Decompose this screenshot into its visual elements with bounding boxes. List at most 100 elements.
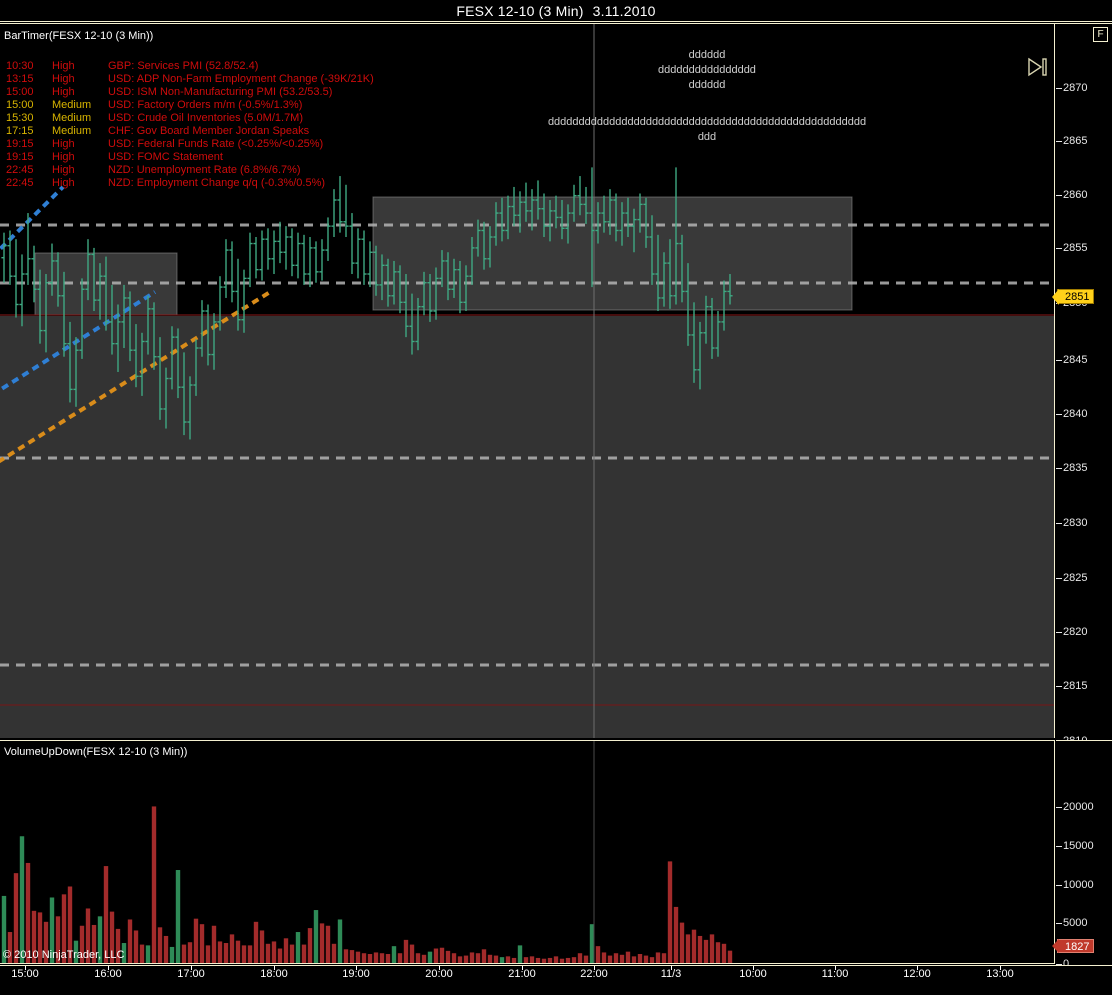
price-axis-tick-mark bbox=[1056, 247, 1062, 249]
volume-axis-tick-mark bbox=[1056, 845, 1062, 847]
window-title-instrument: FESX 12-10 (3 Min) bbox=[456, 2, 584, 19]
time-axis-tick-mark bbox=[917, 966, 918, 970]
time-axis-tick-label: 21:00 bbox=[508, 968, 536, 980]
time-axis-tick-mark bbox=[594, 966, 595, 970]
news-events-list: 10:30 High GBP: Services PMI (52.8/52.4) 13… bbox=[6, 60, 374, 190]
text-annotation: dddddd bbox=[688, 79, 726, 91]
time-axis-tick-mark bbox=[25, 966, 26, 970]
price-axis-tick-mark bbox=[1056, 631, 1062, 633]
fullscreen-f-button[interactable]: F bbox=[1093, 27, 1108, 42]
price-axis-tick-label: 2855 bbox=[1063, 242, 1088, 254]
time-axis-tick-mark bbox=[356, 966, 357, 970]
price-axis-tick-mark bbox=[1056, 522, 1062, 524]
news-event-text: USD: ADP Non-Farm Employment Change (-39… bbox=[108, 73, 374, 85]
price-axis-tick-label: 2845 bbox=[1063, 354, 1088, 366]
price-axis-tick-label: 2825 bbox=[1063, 572, 1088, 584]
price-axis-tick-mark bbox=[1056, 194, 1062, 196]
price-axis-tick: 2855 bbox=[1056, 242, 1087, 254]
price-axis-tick-mark bbox=[1056, 140, 1062, 142]
news-event-text: NZD: Employment Change q/q (-0.3%/0.5%) bbox=[108, 177, 326, 189]
price-axis-tick-label: 2860 bbox=[1063, 189, 1088, 201]
news-event-text: CHF: Gov Board Member Jordan Speaks bbox=[108, 125, 310, 137]
price-axis-tick-label: 2835 bbox=[1063, 462, 1088, 474]
price-axis-tick-label: 2840 bbox=[1063, 408, 1088, 420]
time-axis-tick-label: 19:00 bbox=[342, 968, 370, 980]
volume-baseline bbox=[0, 963, 1054, 964]
price-axis-tick-label: 2865 bbox=[1063, 135, 1088, 147]
text-annotation: dddddd bbox=[688, 49, 726, 61]
volume-chart-canvas bbox=[0, 741, 1054, 964]
news-event-impact: Medium bbox=[52, 125, 92, 137]
time-axis-tick-label: 11:00 bbox=[821, 968, 849, 980]
news-event-time: 19:15 bbox=[6, 138, 34, 150]
news-event-text: USD: Federal Funds Rate (<0.25%/<0.25%) bbox=[108, 138, 324, 150]
volume-indicator-label: VolumeUpDown(FESX 12-10 (3 Min)) bbox=[4, 746, 188, 758]
time-axis-tick-mark bbox=[671, 966, 672, 970]
price-axis-tick-mark bbox=[1056, 467, 1062, 469]
volume-axis-tick-mark bbox=[1056, 806, 1062, 808]
news-event-impact: High bbox=[52, 164, 75, 176]
window-title-date: 3.11.2010 bbox=[592, 2, 656, 19]
time-axis-tick-label: 13:00 bbox=[986, 968, 1014, 980]
last-volume-marker: 1827 bbox=[1051, 939, 1095, 953]
chart-frame: BarTimer(FESX 12-10 (3 Min)) 10:30 High GB… bbox=[0, 23, 1112, 995]
news-event-row: 19:15 High USD: Federal Funds Rate (<0.25%… bbox=[6, 138, 374, 151]
news-event-text: USD: Crude Oil Inventories (5.0M/1.7M) bbox=[108, 112, 304, 124]
price-axis-tick-mark bbox=[1056, 413, 1062, 415]
price-axis-tick: 2840 bbox=[1056, 408, 1087, 420]
price-axis[interactable]: F 28702865286028552850284528402835283028… bbox=[1051, 24, 1112, 747]
news-event-impact: High bbox=[52, 151, 75, 163]
news-event-text: USD: FOMC Statement bbox=[108, 151, 223, 163]
volume-axis-tick: 10000 bbox=[1056, 879, 1094, 891]
time-axis-tick-label: 16:00 bbox=[94, 968, 122, 980]
news-event-row: 19:15 High USD: FOMC Statement bbox=[6, 151, 374, 164]
time-axis-tick-mark bbox=[1000, 966, 1001, 970]
time-axis-tick-label: 11/3 bbox=[660, 968, 682, 980]
price-pane[interactable]: BarTimer(FESX 12-10 (3 Min)) 10:30 High GB… bbox=[0, 24, 1055, 738]
text-annotation: dddddddddddddddd bbox=[658, 64, 756, 76]
volume-axis-tick-label: 10000 bbox=[1063, 879, 1094, 891]
news-event-row: 15:00 Medium USD: Factory Orders m/m (-0.5… bbox=[6, 99, 374, 112]
price-axis-tick-label: 2820 bbox=[1063, 626, 1088, 638]
last-price-marker: 2851 bbox=[1051, 289, 1095, 305]
window-title-bar: FESX 12-10 (3 Min) 3.11.2010 bbox=[0, 0, 1112, 22]
news-event-text: GBP: Services PMI (52.8/52.4) bbox=[108, 60, 259, 72]
copyright-label: © 2010 NinjaTrader, LLC bbox=[3, 949, 125, 961]
volume-axis-tick: 15000 bbox=[1056, 840, 1094, 852]
volume-axis-tick: 0 bbox=[1056, 958, 1069, 970]
price-axis-tick: 2820 bbox=[1056, 626, 1087, 638]
news-event-text: NZD: Unemployment Rate (6.8%/6.7%) bbox=[108, 164, 301, 176]
text-annotation: ddd bbox=[697, 131, 717, 143]
news-event-row: 15:30 Medium USD: Crude Oil Inventories (5… bbox=[6, 112, 374, 125]
news-event-row: 13:15 High USD: ADP Non-Farm Employment Ch… bbox=[6, 73, 374, 86]
news-event-time: 19:15 bbox=[6, 151, 34, 163]
news-event-impact: Medium bbox=[52, 112, 92, 124]
time-axis-tick-label: 15:00 bbox=[11, 968, 39, 980]
news-event-impact: High bbox=[52, 177, 75, 189]
news-event-impact: High bbox=[52, 73, 75, 85]
price-axis-tick: 2865 bbox=[1056, 135, 1087, 147]
price-axis-tick-label: 2815 bbox=[1063, 680, 1088, 692]
price-axis-tick: 2870 bbox=[1056, 82, 1087, 94]
time-axis-tick-mark bbox=[274, 966, 275, 970]
price-axis-tick: 2860 bbox=[1056, 189, 1087, 201]
time-axis-tick-label: 18:00 bbox=[260, 968, 288, 980]
time-axis[interactable]: 15:00 16:00 17:00 18:00 19:00 20:00 21:00 22:00… bbox=[0, 965, 1112, 995]
price-axis-tick: 2825 bbox=[1056, 572, 1087, 584]
volume-axis-tick: 5000 bbox=[1056, 917, 1087, 929]
volume-axis[interactable]: 20000 15000 10000 5000 0 1827 bbox=[1051, 740, 1112, 970]
news-event-impact: High bbox=[52, 86, 75, 98]
news-event-time: 15:00 bbox=[6, 99, 34, 111]
price-axis-tick-mark bbox=[1056, 87, 1062, 89]
time-axis-tick-mark bbox=[753, 966, 754, 970]
time-axis-tick-label: 20:00 bbox=[425, 968, 453, 980]
skip-to-end-icon[interactable] bbox=[1026, 56, 1048, 78]
volume-axis-tick-mark bbox=[1056, 922, 1062, 924]
price-axis-tick: 2830 bbox=[1056, 517, 1087, 529]
price-axis-tick-label: 2830 bbox=[1063, 517, 1088, 529]
news-event-time: 22:45 bbox=[6, 164, 34, 176]
volume-pane[interactable]: VolumeUpDown(FESX 12-10 (3 Min)) © 2010 … bbox=[0, 740, 1055, 964]
news-event-row: 15:00 High USD: ISM Non-Manufacturing PMI … bbox=[6, 86, 374, 99]
volume-axis-tick-mark bbox=[1056, 963, 1062, 965]
